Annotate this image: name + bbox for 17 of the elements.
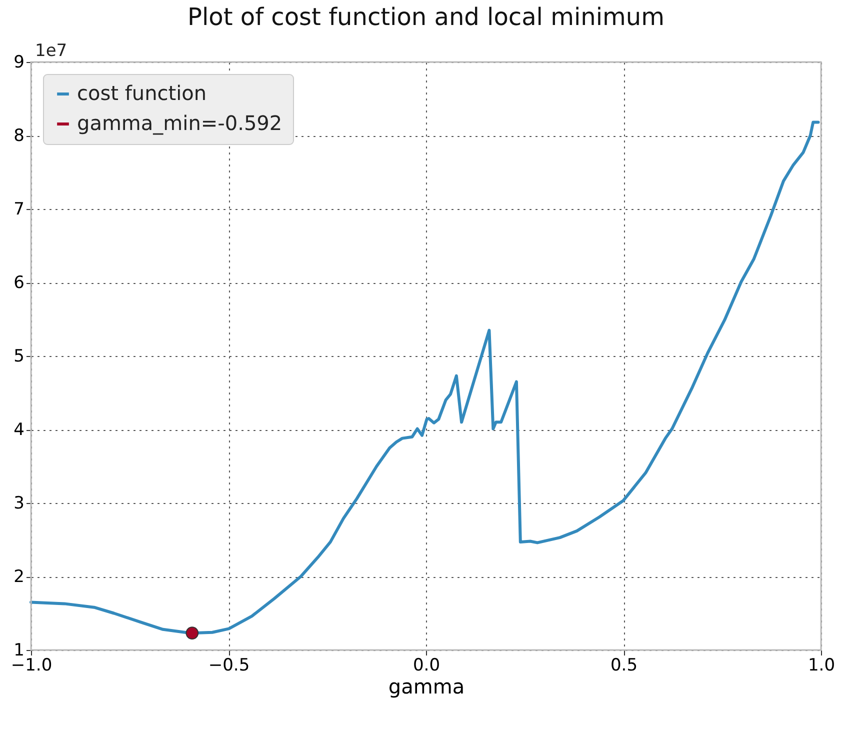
y-tick-label: 9 <box>14 52 24 72</box>
y-tick-label: 4 <box>14 420 24 440</box>
text: 1e7 <box>35 41 68 61</box>
x-tick-label: 0.5 <box>610 656 638 676</box>
x-axis-title: gamma <box>388 674 465 698</box>
x-tick-label: 1.0 <box>808 656 836 676</box>
y-tick-label: 3 <box>14 494 24 514</box>
legend-label: cost function <box>77 81 207 105</box>
y-tick-label: 8 <box>14 126 24 146</box>
chart-title: Plot of cost function and local minimum <box>188 3 664 31</box>
y-tick-label: 2 <box>14 567 24 587</box>
y-tick-label: 6 <box>14 273 24 293</box>
y-tick-label: 7 <box>14 200 24 220</box>
x-tick-label: 0.0 <box>412 656 440 676</box>
legend-label: gamma_min=-0.592 <box>77 111 282 135</box>
y-tick-label: 5 <box>14 346 24 366</box>
x-tick-label: −0.5 <box>208 656 250 676</box>
